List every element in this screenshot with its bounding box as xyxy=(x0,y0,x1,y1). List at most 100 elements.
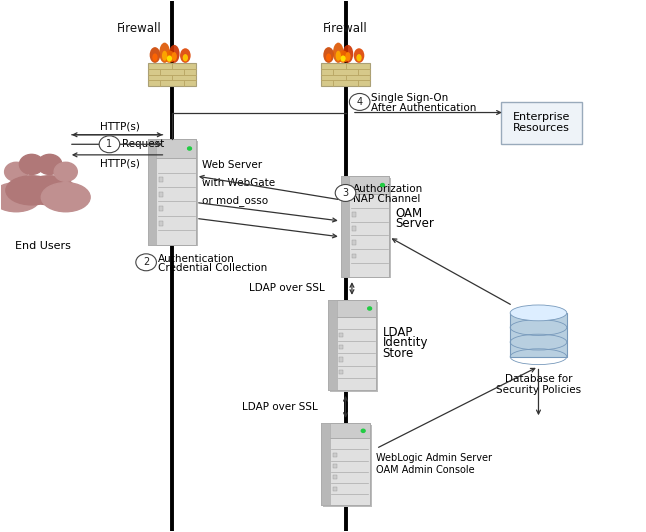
FancyBboxPatch shape xyxy=(322,423,330,505)
Text: Web Server: Web Server xyxy=(202,161,262,170)
Ellipse shape xyxy=(340,55,346,62)
FancyBboxPatch shape xyxy=(339,370,343,374)
Ellipse shape xyxy=(172,52,177,61)
FancyBboxPatch shape xyxy=(328,301,376,317)
FancyBboxPatch shape xyxy=(328,301,337,390)
Ellipse shape xyxy=(323,47,334,63)
FancyBboxPatch shape xyxy=(322,423,370,505)
Circle shape xyxy=(5,162,28,181)
Text: Request: Request xyxy=(122,139,165,149)
Ellipse shape xyxy=(357,54,362,61)
Text: 3: 3 xyxy=(342,188,349,198)
Text: After Authentication: After Authentication xyxy=(371,103,477,113)
Circle shape xyxy=(99,136,120,153)
Text: Identity: Identity xyxy=(382,336,428,349)
FancyBboxPatch shape xyxy=(352,254,356,259)
Circle shape xyxy=(136,254,156,271)
FancyBboxPatch shape xyxy=(329,302,378,392)
FancyBboxPatch shape xyxy=(148,139,196,245)
FancyBboxPatch shape xyxy=(148,139,196,158)
Ellipse shape xyxy=(180,48,191,63)
Ellipse shape xyxy=(0,182,41,212)
Ellipse shape xyxy=(333,43,344,63)
Text: 1: 1 xyxy=(107,139,112,149)
Text: WebLogic Admin Server: WebLogic Admin Server xyxy=(376,453,492,463)
Circle shape xyxy=(361,429,365,433)
Text: OAM: OAM xyxy=(395,206,422,220)
Text: Resources: Resources xyxy=(514,123,570,134)
FancyBboxPatch shape xyxy=(339,333,343,337)
FancyBboxPatch shape xyxy=(342,178,391,278)
Text: Store: Store xyxy=(382,347,413,360)
Text: Firewall: Firewall xyxy=(118,22,162,35)
Text: HTTP(s): HTTP(s) xyxy=(100,159,140,169)
Ellipse shape xyxy=(152,53,158,61)
Ellipse shape xyxy=(24,176,76,205)
Text: Enterprise: Enterprise xyxy=(513,112,570,122)
Text: Credential Collection: Credential Collection xyxy=(158,263,267,273)
FancyBboxPatch shape xyxy=(159,177,163,182)
Circle shape xyxy=(37,154,62,174)
Text: Database for: Database for xyxy=(505,375,572,385)
Text: LDAP: LDAP xyxy=(382,326,413,339)
FancyBboxPatch shape xyxy=(333,453,337,457)
Ellipse shape xyxy=(354,48,364,63)
Ellipse shape xyxy=(41,182,90,212)
Text: Firewall: Firewall xyxy=(323,22,368,35)
Text: End Users: End Users xyxy=(16,242,71,252)
Ellipse shape xyxy=(345,52,351,61)
FancyBboxPatch shape xyxy=(148,139,156,245)
Text: 4: 4 xyxy=(357,97,362,107)
Ellipse shape xyxy=(326,53,331,61)
Text: LDAP over SSL: LDAP over SSL xyxy=(249,284,324,294)
FancyBboxPatch shape xyxy=(333,476,337,479)
Text: Server: Server xyxy=(395,217,434,230)
FancyBboxPatch shape xyxy=(322,423,370,438)
Circle shape xyxy=(19,154,44,174)
FancyBboxPatch shape xyxy=(501,103,582,144)
Ellipse shape xyxy=(162,51,167,61)
FancyBboxPatch shape xyxy=(333,464,337,468)
Ellipse shape xyxy=(336,51,341,61)
FancyBboxPatch shape xyxy=(352,212,356,217)
FancyBboxPatch shape xyxy=(352,226,356,231)
Text: 2: 2 xyxy=(143,257,149,267)
Ellipse shape xyxy=(342,45,353,63)
FancyBboxPatch shape xyxy=(510,313,567,357)
FancyBboxPatch shape xyxy=(159,206,163,211)
Ellipse shape xyxy=(6,176,57,205)
Text: NAP Channel: NAP Channel xyxy=(353,194,421,204)
Text: Security Policies: Security Policies xyxy=(496,385,581,395)
Ellipse shape xyxy=(183,54,188,61)
Ellipse shape xyxy=(150,47,160,63)
FancyBboxPatch shape xyxy=(323,425,371,507)
Ellipse shape xyxy=(338,51,348,63)
FancyBboxPatch shape xyxy=(159,221,163,226)
Circle shape xyxy=(349,94,370,111)
Text: with WebGate: with WebGate xyxy=(202,178,276,188)
Text: OAM Admin Console: OAM Admin Console xyxy=(376,465,475,475)
FancyBboxPatch shape xyxy=(340,176,389,194)
FancyBboxPatch shape xyxy=(333,487,337,491)
FancyBboxPatch shape xyxy=(339,345,343,350)
Circle shape xyxy=(380,184,384,187)
Text: LDAP over SSL: LDAP over SSL xyxy=(242,402,318,412)
Circle shape xyxy=(54,162,78,181)
FancyBboxPatch shape xyxy=(340,176,349,277)
Text: or mod_osso: or mod_osso xyxy=(202,195,269,206)
Ellipse shape xyxy=(169,45,180,63)
FancyBboxPatch shape xyxy=(352,240,356,245)
Circle shape xyxy=(187,147,191,150)
Text: Authentication: Authentication xyxy=(158,254,234,263)
Text: HTTP(s): HTTP(s) xyxy=(100,121,140,131)
FancyBboxPatch shape xyxy=(148,63,196,86)
FancyBboxPatch shape xyxy=(328,301,376,390)
FancyBboxPatch shape xyxy=(322,63,370,86)
Ellipse shape xyxy=(510,305,567,321)
Circle shape xyxy=(335,185,356,202)
Text: Authorization: Authorization xyxy=(353,184,424,194)
Circle shape xyxy=(368,307,371,310)
FancyBboxPatch shape xyxy=(150,140,198,246)
Ellipse shape xyxy=(160,43,170,63)
FancyBboxPatch shape xyxy=(339,358,343,362)
